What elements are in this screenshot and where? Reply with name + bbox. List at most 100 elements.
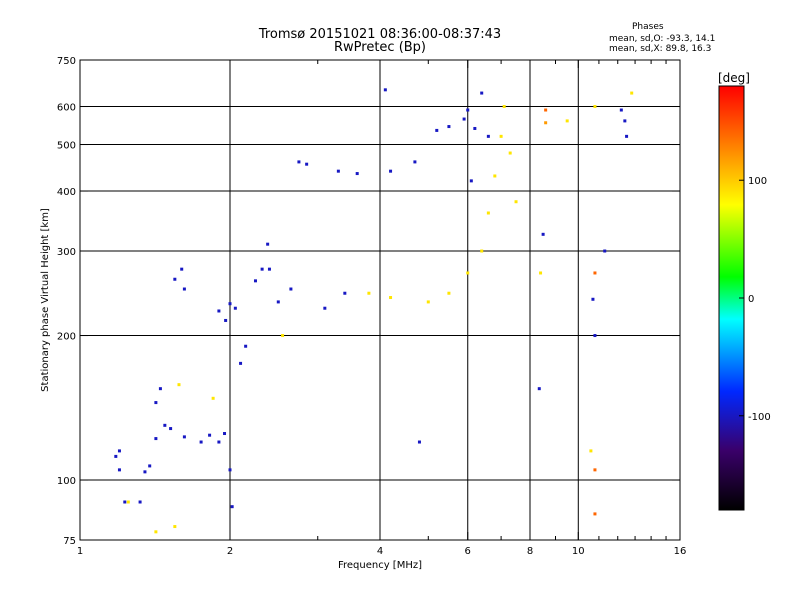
data-point — [625, 134, 629, 138]
data-point — [217, 440, 221, 444]
x-tick-label: 10 — [572, 546, 585, 557]
data-point — [593, 512, 597, 516]
data-point — [486, 211, 490, 215]
data-point — [217, 309, 221, 313]
chart-subtitle: RwPretec (Bp) — [333, 40, 427, 55]
x-tick-label: 2 — [227, 546, 233, 557]
data-point — [143, 470, 147, 474]
data-point — [355, 172, 359, 176]
data-point — [305, 162, 309, 166]
data-point — [486, 134, 490, 138]
data-point — [177, 383, 181, 387]
data-point — [281, 334, 285, 338]
phases-x-stats: mean, sd,X: 89.8, 16.3 — [609, 44, 712, 54]
data-point — [114, 454, 118, 458]
data-point — [389, 296, 393, 300]
data-point — [297, 160, 301, 164]
phases-o-stats: mean, sd,O: -93.3, 14.1 — [609, 34, 716, 44]
y-axis-label: Stationary phase Virtual Height [km] — [40, 208, 51, 392]
data-point — [466, 108, 470, 112]
data-points — [114, 88, 634, 534]
data-point — [537, 387, 541, 391]
data-point — [544, 108, 548, 112]
data-point — [593, 468, 597, 472]
data-point — [565, 119, 569, 123]
x-tick-label: 6 — [465, 546, 471, 557]
data-point — [239, 361, 243, 365]
data-point — [469, 179, 473, 183]
data-point — [233, 306, 237, 310]
x-axis-label: Frequency [MHz] — [338, 560, 422, 571]
data-point — [480, 91, 484, 95]
data-point — [623, 119, 627, 123]
data-point — [343, 291, 347, 295]
data-point — [544, 121, 548, 125]
x-tick-label: 1 — [77, 546, 83, 557]
data-point — [211, 396, 215, 400]
data-point — [154, 401, 158, 405]
data-point — [593, 105, 597, 109]
data-point — [154, 530, 158, 534]
data-point — [180, 267, 184, 271]
data-point — [480, 249, 484, 253]
colorbar-tick-label: -100 — [748, 412, 771, 423]
data-point — [276, 300, 280, 304]
data-point — [367, 291, 371, 295]
data-point — [199, 440, 203, 444]
colorbar-ticks: 100 0 -100 — [739, 176, 771, 423]
data-point — [514, 200, 518, 204]
data-point — [336, 169, 340, 173]
colorbar-tick-label: 0 — [748, 294, 754, 305]
data-point — [603, 249, 607, 253]
data-point — [148, 464, 152, 468]
data-point — [630, 91, 634, 95]
data-point — [123, 500, 127, 504]
x-tick-label: 16 — [674, 546, 687, 557]
data-point — [619, 108, 623, 112]
data-point — [447, 291, 451, 295]
data-point — [223, 432, 227, 436]
y-tick-label: 200 — [57, 332, 76, 343]
data-point — [426, 300, 430, 304]
data-point — [435, 128, 439, 132]
y-tick-label: 75 — [63, 536, 76, 547]
y-tick-label: 100 — [57, 476, 76, 487]
data-point — [230, 505, 234, 509]
x-tick-label: 4 — [377, 546, 383, 557]
colorbar: [deg] 100 0 -100 — [718, 71, 771, 511]
data-point — [539, 271, 543, 275]
data-point — [389, 169, 393, 173]
data-point — [499, 134, 503, 138]
y-tick-label: 750 — [57, 56, 76, 67]
data-point — [323, 306, 327, 310]
data-point — [493, 174, 497, 178]
x-tick-label: 8 — [527, 546, 533, 557]
data-point — [244, 344, 248, 348]
data-point — [182, 435, 186, 439]
colorbar-label: [deg] — [718, 71, 750, 85]
data-point — [260, 267, 264, 271]
data-point — [593, 271, 597, 275]
grid-lines — [80, 60, 680, 540]
y-tick-label: 600 — [57, 103, 76, 114]
chart-title: Tromsø 20151021 08:36:00-08:37:43 — [258, 27, 502, 42]
data-point — [228, 302, 232, 306]
data-point — [591, 297, 595, 301]
y-tick-label: 400 — [57, 187, 76, 198]
data-point — [462, 117, 466, 121]
data-point — [158, 387, 162, 391]
data-point — [589, 449, 593, 453]
data-point — [182, 287, 186, 291]
data-point — [417, 440, 421, 444]
data-point — [126, 500, 130, 504]
data-point — [224, 318, 228, 322]
data-point — [593, 334, 597, 338]
data-point — [502, 105, 506, 109]
data-point — [289, 287, 293, 291]
data-point — [267, 267, 271, 271]
data-point — [541, 232, 545, 236]
y-tick-label: 300 — [57, 247, 76, 258]
data-point — [154, 437, 158, 441]
